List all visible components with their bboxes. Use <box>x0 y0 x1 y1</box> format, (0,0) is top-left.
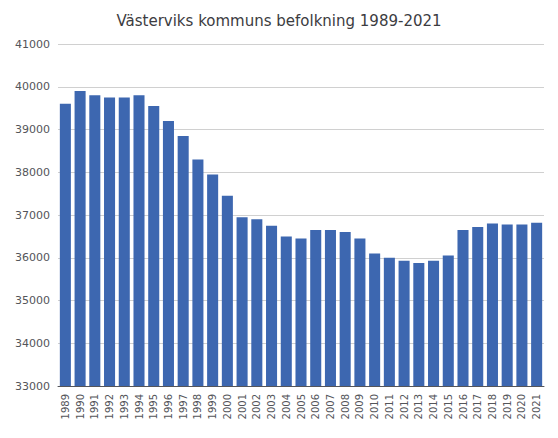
svg-text:1993: 1993 <box>119 394 130 419</box>
svg-text:2000: 2000 <box>222 394 233 419</box>
svg-text:2010: 2010 <box>369 394 380 419</box>
svg-text:1998: 1998 <box>192 394 203 419</box>
svg-text:1990: 1990 <box>75 394 86 419</box>
svg-text:Västerviks kommuns befolkning: Västerviks kommuns befolkning 1989-2021 <box>116 12 441 30</box>
svg-text:2016: 2016 <box>458 394 469 419</box>
svg-text:2008: 2008 <box>340 394 351 419</box>
svg-text:2012: 2012 <box>399 394 410 419</box>
svg-text:2020: 2020 <box>516 394 527 419</box>
svg-text:2019: 2019 <box>502 394 513 419</box>
svg-text:1999: 1999 <box>207 394 218 419</box>
svg-text:34000: 34000 <box>15 337 50 350</box>
svg-text:35000: 35000 <box>15 294 50 307</box>
svg-text:1995: 1995 <box>148 394 159 419</box>
svg-text:2013: 2013 <box>413 394 424 419</box>
svg-text:36000: 36000 <box>15 251 50 264</box>
svg-text:2017: 2017 <box>472 394 483 419</box>
svg-text:40000: 40000 <box>15 80 50 93</box>
svg-text:2015: 2015 <box>443 394 454 419</box>
svg-text:39000: 39000 <box>15 123 50 136</box>
svg-text:1994: 1994 <box>134 394 145 419</box>
svg-text:2001: 2001 <box>237 394 248 419</box>
svg-text:2011: 2011 <box>384 394 395 419</box>
svg-text:2021: 2021 <box>531 394 542 419</box>
svg-text:2009: 2009 <box>354 394 365 419</box>
svg-text:2018: 2018 <box>487 394 498 419</box>
svg-text:41000: 41000 <box>15 38 50 51</box>
svg-text:1996: 1996 <box>163 394 174 419</box>
svg-text:37000: 37000 <box>15 209 50 222</box>
svg-text:1992: 1992 <box>104 394 115 419</box>
svg-text:2007: 2007 <box>325 394 336 419</box>
svg-text:2014: 2014 <box>428 394 439 419</box>
svg-text:1997: 1997 <box>178 394 189 419</box>
svg-text:2005: 2005 <box>296 394 307 419</box>
svg-text:2004: 2004 <box>281 394 292 419</box>
svg-text:2006: 2006 <box>310 394 321 419</box>
svg-text:1989: 1989 <box>60 394 71 419</box>
svg-text:2002: 2002 <box>251 394 262 419</box>
svg-text:33000: 33000 <box>15 380 50 393</box>
svg-text:2003: 2003 <box>266 394 277 419</box>
svg-text:38000: 38000 <box>15 166 50 179</box>
svg-text:1991: 1991 <box>89 394 100 419</box>
